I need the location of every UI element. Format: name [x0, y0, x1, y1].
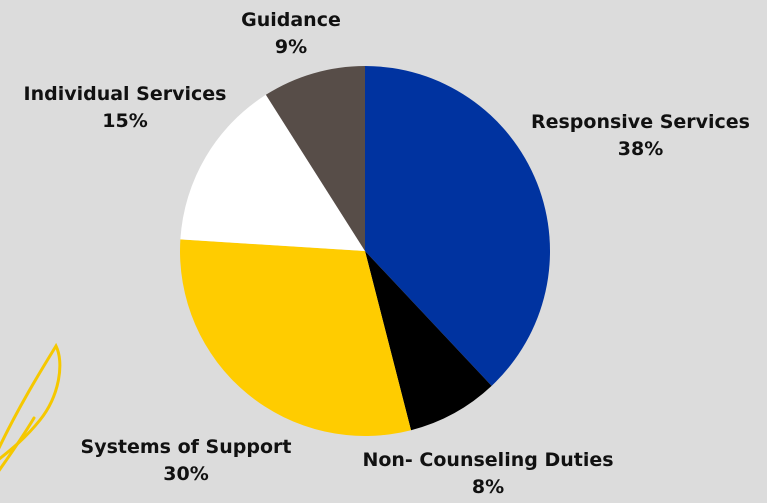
slice-name: Non- Counseling Duties [362, 449, 614, 471]
slice-label-systems-of-support: Systems of Support 30% [61, 434, 311, 488]
slice-label-individual-services: Individual Services 15% [0, 81, 250, 135]
slice-percent: 38% [617, 138, 664, 160]
slice-name: Individual Services [23, 83, 227, 105]
pie-slice-individual-services [180, 94, 365, 251]
pie-slice-guidance [265, 66, 365, 251]
slice-name: Responsive Services [530, 111, 750, 133]
slice-label-non-counseling-duties: Non- Counseling Duties 8% [333, 447, 643, 501]
slice-percent: 9% [274, 36, 308, 58]
slice-name: Systems of Support [80, 436, 292, 458]
slice-percent: 15% [102, 110, 148, 132]
slice-name: Guidance [241, 9, 341, 31]
pie-slice-non-counseling-duties [365, 251, 492, 431]
leaf-outline-icon [0, 342, 62, 472]
slice-percent: 8% [471, 476, 505, 498]
pie-slice-responsive-services [365, 66, 550, 386]
slice-percent: 30% [163, 463, 209, 485]
pie-slice-systems-of-support [180, 239, 412, 437]
slice-label-guidance: Guidance 9% [226, 7, 356, 61]
slice-label-responsive-services: Responsive Services 38% [514, 109, 767, 163]
pie-slices [180, 66, 550, 437]
